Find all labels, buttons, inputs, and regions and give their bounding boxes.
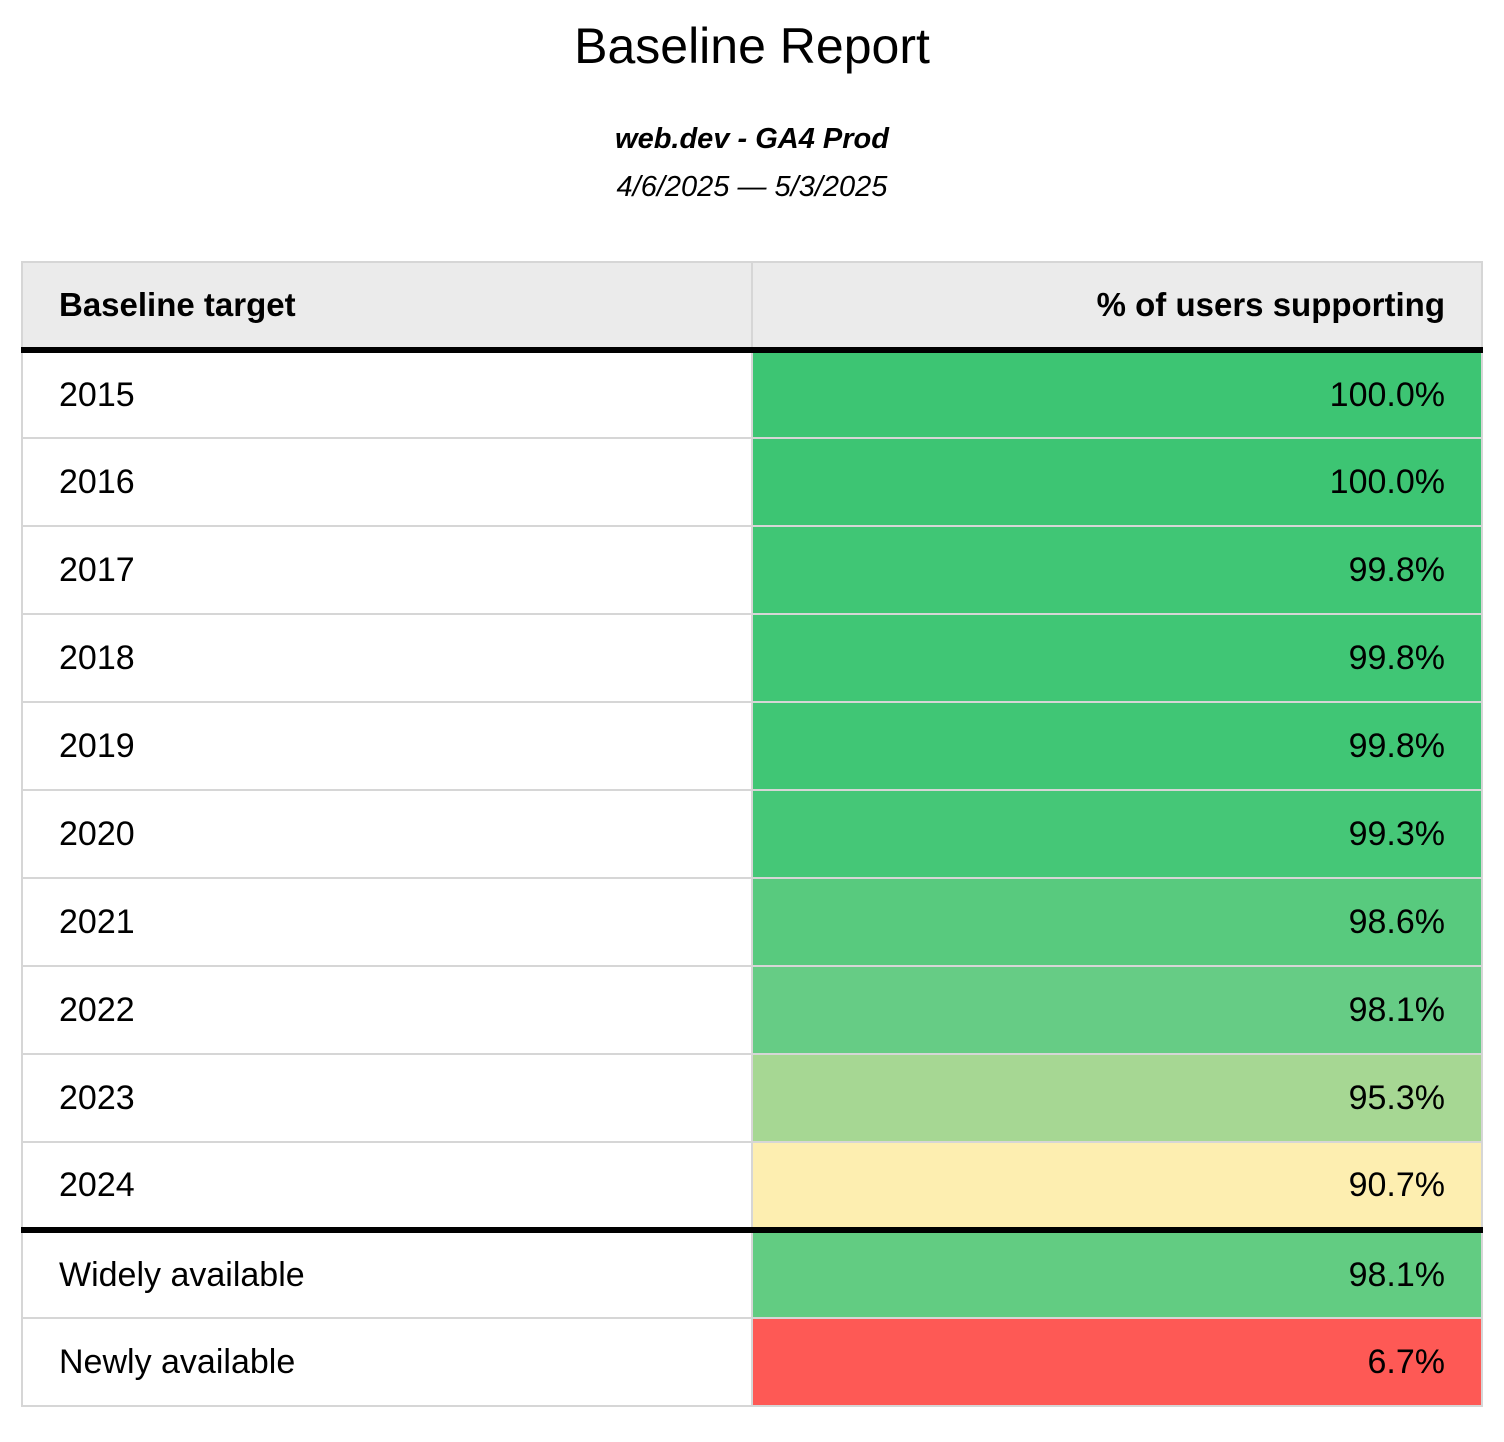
report-title: Baseline Report (574, 18, 930, 74)
table-row: 2016 100.0% (21, 437, 1483, 527)
table-row: Widely available 98.1% (21, 1227, 1483, 1319)
report-table-body: 2015 100.0% 2016 100.0% 2017 99.8% 2018 99.8% 20… (21, 349, 1483, 1407)
table-row: 2017 99.8% (21, 525, 1483, 615)
support-percent-cell: 99.8% (751, 701, 1483, 791)
support-percent-cell: 98.6% (751, 877, 1483, 967)
table-row: 2020 99.3% (21, 789, 1483, 879)
column-header-baseline-target: Baseline target (21, 261, 753, 353)
baseline-target-cell: 2022 (21, 965, 753, 1055)
baseline-target-cell: 2015 (21, 349, 753, 439)
support-percent-cell: 99.3% (751, 789, 1483, 879)
table-row: 2021 98.6% (21, 877, 1483, 967)
support-percent-cell: 99.8% (751, 525, 1483, 615)
table-row: 2019 99.8% (21, 701, 1483, 791)
table-row: 2022 98.1% (21, 965, 1483, 1055)
support-percent-cell: 99.8% (751, 613, 1483, 703)
report-header: Baseline Report web.dev - GA4 Prod 4/6/2… (0, 16, 1504, 205)
baseline-target-cell: Widely available (21, 1227, 753, 1319)
baseline-target-cell: 2019 (21, 701, 753, 791)
baseline-target-cell: 2017 (21, 525, 753, 615)
baseline-target-cell: 2020 (21, 789, 753, 879)
baseline-target-cell: Newly available (21, 1317, 753, 1407)
report-property: web.dev - GA4 Prod (615, 123, 889, 155)
support-percent-cell: 90.7% (751, 1141, 1483, 1231)
table-row: 2024 90.7% (21, 1141, 1483, 1231)
baseline-target-cell: 2023 (21, 1053, 753, 1143)
baseline-target-cell: 2021 (21, 877, 753, 967)
table-row: Newly available 6.7% (21, 1317, 1483, 1407)
table-row: 2023 95.3% (21, 1053, 1483, 1143)
table-row: 2015 100.0% (21, 349, 1483, 439)
baseline-target-cell: 2024 (21, 1141, 753, 1231)
support-percent-cell: 98.1% (751, 1227, 1483, 1319)
support-percent-cell: 95.3% (751, 1053, 1483, 1143)
baseline-target-cell: 2018 (21, 613, 753, 703)
report-date-range: 4/6/2025 — 5/3/2025 (616, 171, 888, 203)
support-percent-cell: 6.7% (751, 1317, 1483, 1407)
baseline-target-cell: 2016 (21, 437, 753, 527)
table-header-row: Baseline target % of users supporting (21, 261, 1483, 353)
support-percent-cell: 100.0% (751, 437, 1483, 527)
support-percent-cell: 98.1% (751, 965, 1483, 1055)
table-row: 2018 99.8% (21, 613, 1483, 703)
support-percent-cell: 100.0% (751, 349, 1483, 439)
column-header-users-supporting: % of users supporting (751, 261, 1483, 353)
baseline-table: Baseline target % of users supporting 20… (21, 261, 1483, 1407)
